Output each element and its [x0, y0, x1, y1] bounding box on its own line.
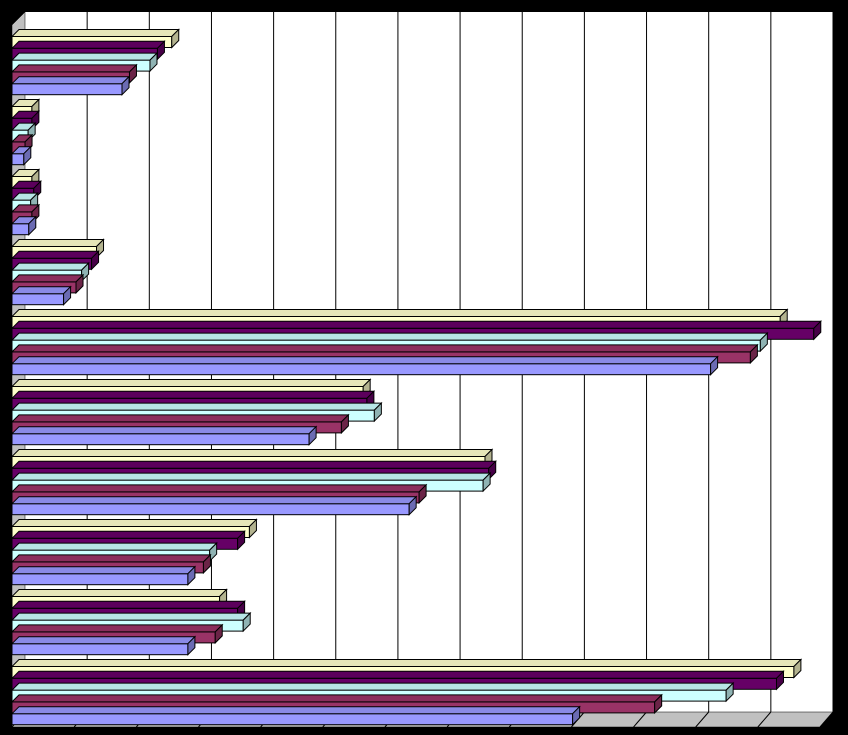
bar-top — [10, 262, 90, 271]
bar-front — [11, 713, 574, 726]
bar-side — [187, 565, 196, 586]
bar-front — [11, 223, 30, 236]
bar-side — [248, 518, 257, 539]
bar-top — [10, 76, 131, 85]
bar-side — [28, 215, 37, 236]
bar-top — [10, 542, 218, 551]
bar-top — [10, 379, 372, 387]
bar-top — [10, 670, 785, 679]
bar-top — [10, 530, 246, 539]
bar-side — [749, 343, 758, 365]
bar-top — [10, 332, 769, 341]
bar-side — [408, 495, 417, 516]
bar-side — [654, 693, 663, 715]
bar-top — [10, 449, 494, 457]
bar-top — [10, 309, 789, 317]
bar-top — [10, 554, 212, 563]
bar-top — [10, 286, 72, 295]
bar-side — [710, 355, 719, 376]
bar-front — [11, 153, 25, 166]
bar-top — [10, 472, 492, 481]
bar-top — [10, 320, 822, 329]
bar-top — [10, 706, 581, 715]
bar-side — [91, 250, 100, 271]
bar-side — [242, 611, 251, 633]
bar-front — [11, 293, 65, 306]
bar — [10, 705, 581, 726]
bar-side — [725, 681, 734, 703]
bar-side — [237, 530, 246, 551]
bar-top — [10, 250, 100, 259]
bar-side — [23, 145, 32, 166]
bar-top — [10, 624, 224, 633]
bar-top — [10, 29, 180, 37]
bar-top — [10, 64, 138, 73]
bar-front — [11, 503, 410, 516]
bar-top — [10, 426, 318, 435]
bar-side — [759, 331, 768, 353]
bar-top — [10, 274, 85, 283]
bar-side — [202, 553, 211, 575]
bar-side — [482, 471, 491, 493]
bar-side — [308, 425, 317, 446]
bar-top — [10, 612, 252, 621]
bar-top — [10, 566, 197, 575]
bar-top — [10, 40, 166, 49]
bar-side — [572, 705, 581, 726]
bar-top — [10, 460, 497, 469]
bar-top — [10, 496, 418, 505]
bar-side — [793, 658, 802, 679]
bar-front — [11, 83, 123, 96]
bar-top — [10, 390, 376, 399]
bar — [10, 495, 418, 516]
bar-front — [11, 363, 712, 376]
bar-top — [10, 694, 663, 703]
bar-top — [10, 402, 383, 411]
bar — [10, 75, 131, 96]
bar-top — [10, 344, 759, 353]
floor-grid-line — [633, 711, 647, 728]
bar-side — [340, 413, 349, 435]
bar-top — [10, 52, 159, 61]
bar-top — [10, 414, 350, 423]
floor-grid-line — [695, 711, 710, 728]
bar-side — [775, 670, 784, 691]
bar — [10, 215, 37, 236]
bar — [10, 355, 719, 376]
bar-top — [10, 589, 228, 597]
bar-side — [418, 483, 427, 505]
bar-side — [63, 285, 72, 306]
bar-front — [11, 643, 189, 656]
floor-grid-line — [819, 711, 834, 728]
bar-front — [11, 573, 189, 586]
bar-top — [10, 659, 803, 667]
bar-top — [10, 239, 105, 247]
bar-side — [813, 320, 822, 341]
bar — [10, 285, 72, 306]
bar-side — [171, 28, 180, 49]
bar — [10, 145, 33, 166]
bar-side — [214, 623, 223, 645]
bar-side — [149, 51, 158, 73]
bar — [10, 565, 197, 586]
bar-side — [121, 75, 130, 96]
bar-top — [10, 519, 258, 527]
bar-top — [10, 636, 197, 645]
floor-grid-line — [757, 711, 772, 728]
bar — [10, 635, 197, 656]
bar-front — [11, 433, 310, 446]
bar-side — [373, 401, 382, 423]
bar-top — [10, 356, 719, 365]
bar-top — [10, 600, 246, 609]
bar-side — [75, 273, 84, 295]
bar-top — [10, 682, 735, 691]
bar-top — [10, 484, 428, 493]
bar-side — [187, 635, 196, 656]
bar — [10, 425, 318, 446]
